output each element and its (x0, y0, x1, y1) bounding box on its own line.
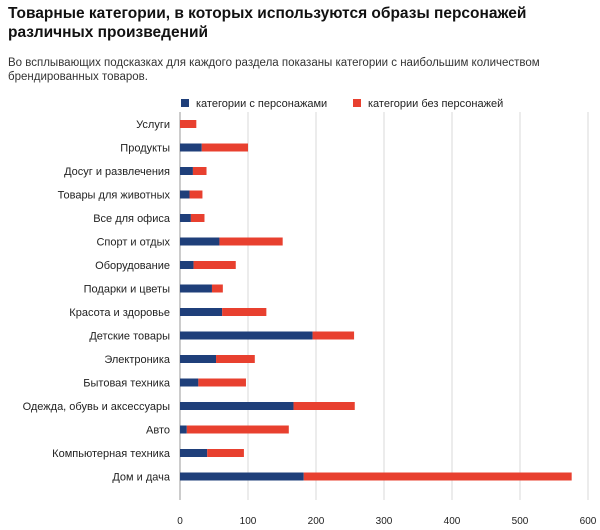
bar-without-characters (186, 425, 289, 434)
legend-label-with-characters: категории с персонажами (196, 98, 327, 110)
category-label: Красота и здоровье (69, 307, 170, 319)
legend-swatch-without-characters (353, 99, 361, 107)
category-labels: Услуги Продукты Досуг и развлечения Товары … (23, 119, 171, 484)
category-label: Спорт и отдых (96, 237, 170, 249)
x-tick-label: 200 (308, 516, 325, 527)
gridlines (179, 112, 589, 500)
bar-with-characters (180, 355, 217, 363)
category-label: Услуги (136, 119, 170, 131)
bar-without-characters (216, 355, 255, 363)
bar-without-characters (303, 472, 572, 481)
bar-with-characters (180, 143, 202, 152)
category-label: Дом и дача (112, 472, 171, 484)
bar-with-characters (180, 214, 191, 222)
bar-without-characters (312, 331, 355, 340)
bar-without-characters (293, 402, 355, 410)
bar-with-characters (180, 331, 313, 340)
bar-with-characters (180, 284, 212, 293)
bar-with-characters (180, 449, 208, 457)
category-label: Детские товары (89, 331, 170, 343)
bar-without-characters (198, 378, 246, 387)
bar-with-characters (180, 378, 199, 387)
x-tick-label: 100 (240, 516, 257, 527)
category-label: Досуг и развлечения (64, 166, 170, 178)
bar-with-characters (180, 425, 187, 434)
category-label: Авто (146, 425, 170, 437)
bar-with-characters (180, 308, 223, 316)
x-tick-label: 0 (177, 516, 183, 527)
bar-with-characters (180, 190, 190, 199)
category-label: Компьютерная техника (52, 448, 171, 460)
chart-subtitle: Во всплывающих подсказках для каждого ра… (8, 57, 540, 83)
x-tick-label: 600 (580, 516, 597, 527)
bar-without-characters (190, 214, 205, 222)
category-label: Бытовая техника (83, 378, 171, 390)
bars (180, 120, 572, 481)
bar-without-characters (201, 143, 248, 152)
bar-without-characters (211, 284, 223, 293)
category-label: Все для офиса (93, 213, 171, 225)
category-label: Товары для животных (58, 190, 171, 202)
bar-without-characters (180, 120, 197, 128)
bar-without-characters (193, 261, 236, 269)
x-tick-label: 400 (444, 516, 461, 527)
bar-with-characters (180, 472, 304, 481)
bar-with-characters (180, 167, 193, 175)
bar-with-characters (180, 402, 294, 410)
legend: категории с персонажами категории без пер… (181, 98, 503, 110)
category-label: Подарки и цветы (84, 284, 170, 296)
category-label: Продукты (120, 143, 170, 155)
bar-without-characters (222, 308, 267, 316)
category-label: Электроника (104, 354, 171, 366)
category-label: Оборудование (95, 260, 170, 272)
bar-without-characters (192, 167, 207, 175)
legend-label-without-characters: категории без персонажей (368, 98, 503, 110)
chart-title: Товарные категории, в которых используют… (8, 5, 527, 41)
x-tick-label: 300 (376, 516, 393, 527)
bar-without-characters (189, 190, 203, 199)
bar-with-characters (180, 237, 220, 246)
bar-without-characters (219, 237, 283, 246)
category-label: Одежда, обувь и аксессуары (23, 401, 171, 413)
bar-with-characters (180, 261, 194, 269)
bar-without-characters (207, 449, 244, 457)
x-tick-label: 500 (512, 516, 529, 527)
legend-swatch-with-characters (181, 99, 189, 107)
x-axis-ticks: 0 100 200 300 400 500 600 (177, 516, 597, 527)
